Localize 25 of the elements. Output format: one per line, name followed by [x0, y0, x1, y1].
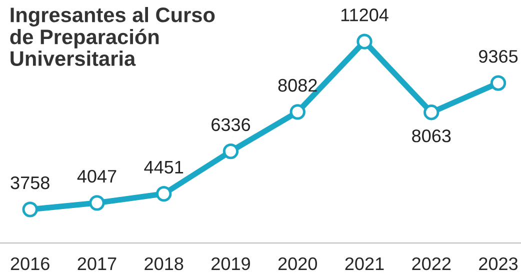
point: [22, 202, 38, 218]
data-label: 8063: [412, 130, 451, 142]
point: [290, 104, 306, 120]
point: [356, 34, 372, 50]
point: [89, 195, 105, 211]
x-tick-label: 2016: [10, 257, 50, 270]
point: [222, 143, 239, 160]
chart-title: Ingresantes al Curso de Preparación Universitaria: [10, 7, 215, 66]
data-label: 6336: [212, 118, 250, 132]
x-tick-label: 2021: [345, 257, 384, 270]
data-label: 8082: [278, 78, 317, 92]
point: [156, 186, 172, 202]
data-label: 4047: [77, 170, 116, 183]
x-tick-label: 2019: [212, 257, 250, 270]
data-label: 4451: [144, 160, 184, 174]
point: [424, 104, 440, 120]
x-tick-label: 2018: [144, 257, 184, 270]
data-label: 11204: [341, 8, 388, 22]
x-tick-label: 2023: [479, 257, 518, 270]
x-tick-label: 2020: [278, 257, 317, 270]
data-label: 3758: [10, 176, 50, 190]
point: [490, 75, 506, 91]
data-label: 9365: [479, 50, 518, 63]
x-tick-label: 2022: [412, 257, 451, 270]
x-tick-label: 2017: [78, 257, 116, 270]
